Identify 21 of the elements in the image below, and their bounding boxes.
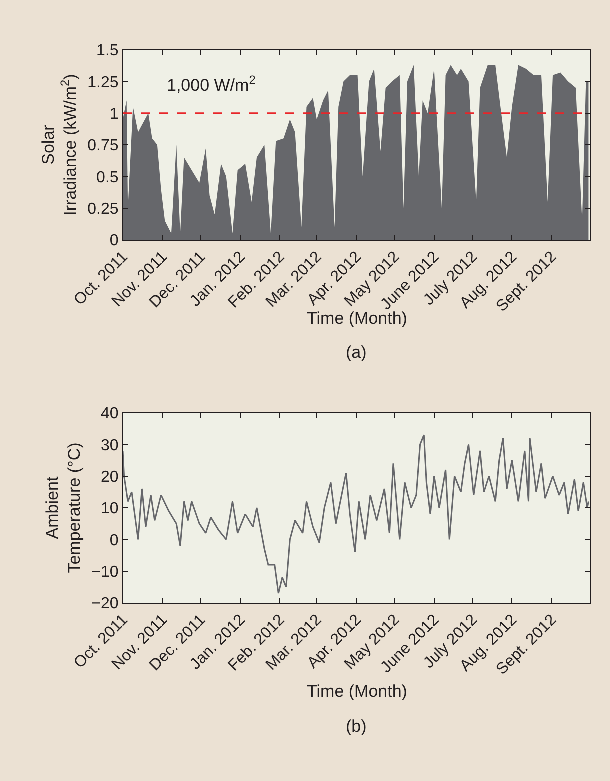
- y-tick-label: 10: [101, 500, 119, 518]
- y-tick-label: 0: [110, 532, 119, 550]
- line-series: [123, 434, 590, 594]
- y-tick-label: 0: [110, 232, 119, 250]
- x-axis-title: Time (Month): [307, 682, 408, 701]
- x-axis-title: Time (Month): [307, 309, 408, 328]
- y-tick-label: −20: [92, 596, 119, 613]
- y-axis-title: Ambient Temperature (°C): [43, 442, 84, 574]
- y-tick-label: 0.25: [88, 200, 119, 218]
- y-tick-label: 20: [101, 468, 119, 486]
- y-tick-label: 0.75: [88, 138, 119, 155]
- y-tick-label: 1: [110, 106, 119, 123]
- y-tick-label: −10: [92, 564, 119, 581]
- y-tick-label: 1.25: [88, 74, 119, 92]
- y-tick-label: 40: [101, 406, 119, 423]
- y-tick-label: 1.5: [96, 42, 119, 60]
- ref-line-label: 1,000 W/m$^{2}$: [167, 73, 256, 96]
- y-tick-label: 0.5: [96, 169, 119, 186]
- y-tick-label: 30: [101, 437, 119, 454]
- text: (b): [346, 717, 367, 736]
- text: (a): [346, 343, 367, 362]
